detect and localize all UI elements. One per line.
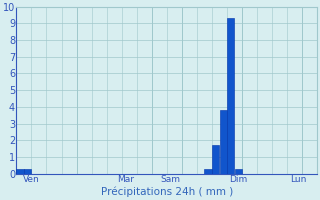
Bar <box>204 169 212 174</box>
Bar <box>235 169 242 174</box>
X-axis label: Précipitations 24h ( mm ): Précipitations 24h ( mm ) <box>101 187 233 197</box>
Bar <box>17 169 24 174</box>
Bar <box>227 18 235 174</box>
Bar <box>212 145 220 174</box>
Bar <box>24 169 31 174</box>
Bar <box>220 110 227 174</box>
